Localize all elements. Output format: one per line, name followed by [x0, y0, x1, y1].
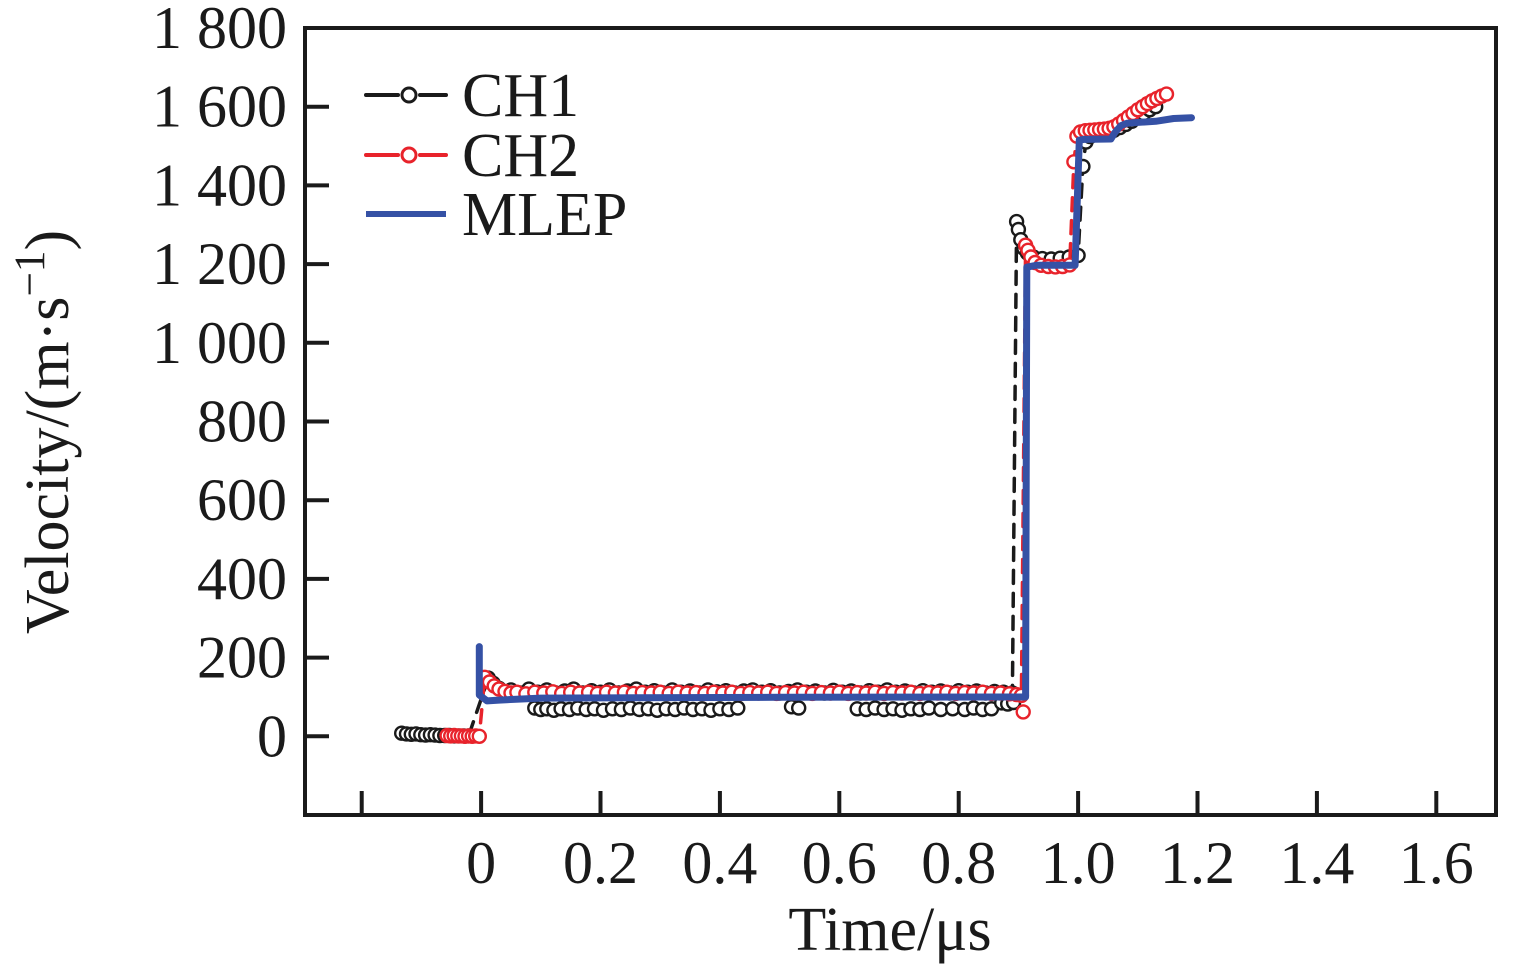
- ch1-legend-marker: [364, 86, 448, 104]
- legend: CH1 CH2 MLEP: [364, 62, 627, 249]
- x-tick-label: 0.2: [563, 830, 638, 896]
- ch2-marker: [1015, 704, 1031, 720]
- y-tick-label: 1 400: [152, 152, 287, 218]
- series-mlep: [475, 114, 1195, 705]
- x-tick-label: 0.8: [921, 830, 996, 896]
- x-tick-label: 1.2: [1160, 830, 1235, 896]
- mlep-line: [475, 114, 1195, 705]
- legend-row-mlep: MLEP: [366, 181, 627, 249]
- legend-open-circle: [400, 86, 418, 104]
- x-tick-label: 1.0: [1041, 830, 1116, 896]
- x-tick-label: 0.4: [682, 830, 757, 896]
- y-tick-label: 600: [197, 467, 287, 533]
- y-tick-label: 1 800: [152, 0, 287, 61]
- ch2-legend-label: CH2: [462, 122, 579, 190]
- y-tick-label: 1 200: [152, 231, 287, 297]
- y-tick-label: 1 000: [152, 310, 287, 376]
- legend-row-ch2: CH2: [364, 122, 579, 190]
- y-tick-label: 400: [197, 546, 287, 612]
- y-tick-label: 800: [197, 389, 287, 455]
- x-tick-label: 1.4: [1279, 830, 1354, 896]
- x-tick-label: 0: [466, 830, 496, 896]
- x-axis: 0 0.2 0.4 0.6 0.8 1.0 1.2 1.4 1.6: [359, 791, 1474, 896]
- mlep-legend-label: MLEP: [462, 181, 627, 249]
- ch2-legend-marker: [364, 146, 448, 164]
- x-axis-title: Time/μs: [788, 896, 991, 964]
- legend-row-ch1: CH1: [364, 62, 579, 130]
- ch2-marker: [471, 728, 487, 744]
- ch2-marker: [1158, 86, 1175, 102]
- legend-open-circle: [400, 146, 418, 164]
- y-tick-label: 0: [257, 703, 287, 769]
- y-axis: 0 200 400 600 800 1 000 1 200 1 400 1 600 1 800: [152, 0, 329, 769]
- ch1-marker: [791, 700, 807, 716]
- x-tick-label: 1.6: [1399, 830, 1474, 896]
- y-tick-label: 1 600: [152, 74, 287, 140]
- ch1-marker: [730, 700, 746, 716]
- y-tick-label: 200: [197, 625, 287, 691]
- x-tick-label: 0.6: [802, 830, 877, 896]
- data-series: [394, 86, 1195, 744]
- ch1-legend-label: CH1: [462, 62, 579, 130]
- y-axis-title: Velocity/(m·s−1): [6, 230, 82, 634]
